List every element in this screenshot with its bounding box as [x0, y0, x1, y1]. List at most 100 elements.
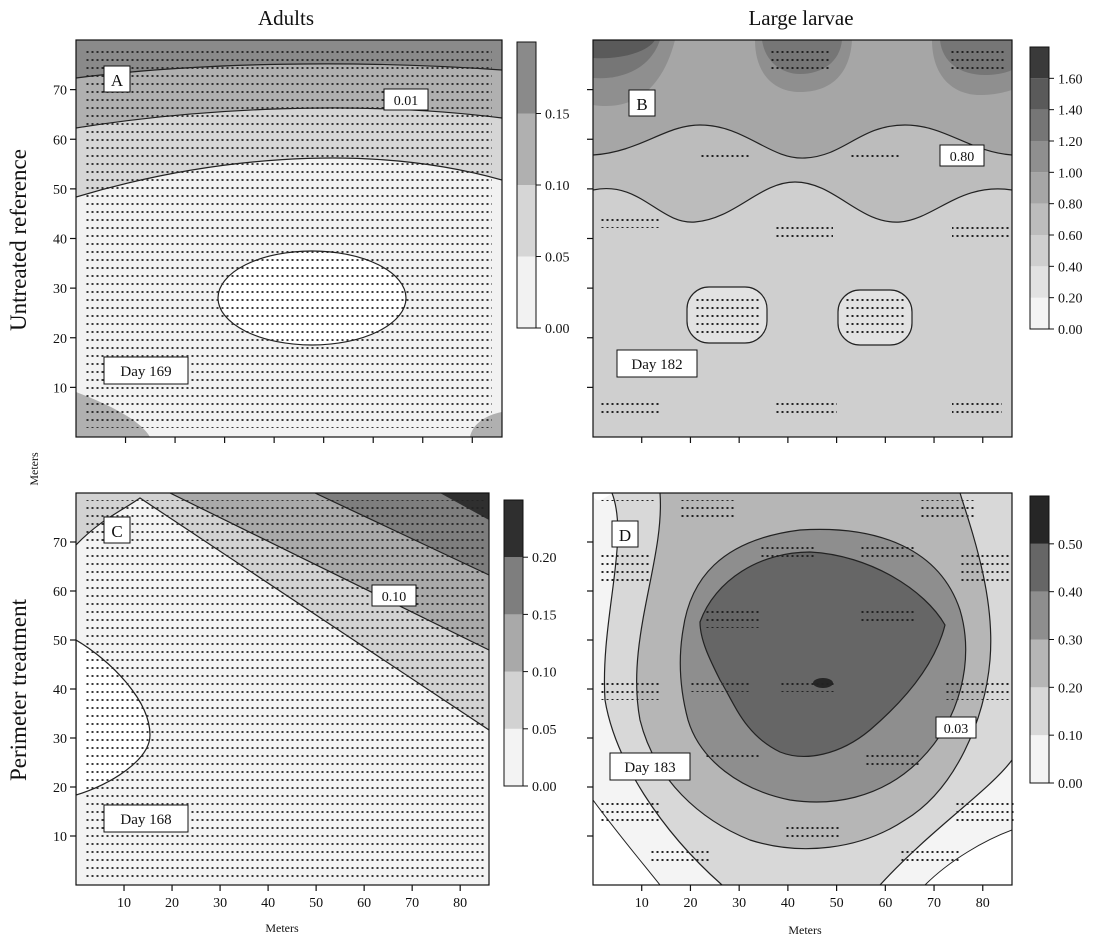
- panel-c-y-tick-label: 60: [53, 585, 67, 600]
- panel-c-contour-box: [371, 584, 417, 607]
- panel-b-colorbar-frame: [1029, 46, 1050, 330]
- panel-b: B 0.80 Day 182: [592, 39, 1013, 438]
- panel-c-colorbar-band: [504, 614, 523, 672]
- panel-b-letter: B: [636, 95, 647, 114]
- panel-d-colorbar-band: [1030, 543, 1049, 592]
- panel-c-letter-box: [103, 516, 131, 544]
- panel-d-colorbar-label: 0.50: [1058, 538, 1083, 553]
- panel-d-colorbar-label: 0.20: [1058, 681, 1083, 696]
- panel-d-contour-box: [935, 716, 977, 739]
- panel-a-colorbar-label: 0.05: [545, 251, 570, 266]
- panel-c-day-box: [103, 804, 189, 833]
- panel-b-colorbar-band: [1030, 141, 1049, 173]
- panel-c-colorbar-band: [504, 557, 523, 615]
- panel-d-x-tick-label: 80: [976, 896, 990, 911]
- panel-c-y-tick-label: 50: [53, 634, 67, 649]
- panel-d-sample-rows: [600, 500, 1015, 864]
- panel-d-x-tick-label: 50: [830, 896, 844, 911]
- panel-b-day-box: [616, 349, 698, 378]
- axes-layer: 10 20 30 40 50 60 70 10 20 30 40 50 60 70 10 20 30 40 50 60…: [53, 84, 990, 911]
- panel-d-colorbar-band: [1030, 639, 1049, 688]
- panel-c-letter: C: [111, 522, 122, 541]
- panel-d-x-tick-label: 20: [683, 896, 697, 911]
- panel-d-x-tick-label: 40: [781, 896, 795, 911]
- panel-c: C 0.10 Day 168: [75, 492, 490, 886]
- panel-a-colorbar-label: 0.15: [545, 108, 570, 123]
- panel-a-y-tick-label: 60: [53, 133, 67, 148]
- panel-b-contour-box: [939, 144, 985, 167]
- panel-c-x-tick-label: 70: [405, 896, 419, 911]
- panel-c-colorbar-band: [504, 671, 523, 729]
- row-title-untreated-reference: Untreated reference: [6, 149, 31, 331]
- panel-c-colorbar-band: [504, 728, 523, 786]
- panel-d-colorbar-band: [1030, 687, 1049, 736]
- panel-d-colorbar-label: 0.10: [1058, 729, 1083, 744]
- panel-c-x-tick-label: 80: [453, 896, 467, 911]
- panel-d-contour-label: 0.03: [944, 722, 969, 737]
- panel-d-day-box: [609, 752, 691, 781]
- column-title-adults: Adults: [258, 6, 314, 30]
- panel-d-colorbar-label: 0.00: [1058, 777, 1083, 792]
- panel-a-y-tick-label: 20: [53, 332, 67, 347]
- panel-d-x-tick-label: 60: [878, 896, 892, 911]
- panel-b-colorbar-label: 0.80: [1058, 198, 1083, 213]
- panel-d-colorbar-band: [1030, 496, 1049, 544]
- panel-a-y-tick-label: 70: [53, 84, 67, 99]
- panel-a-y-tick-label: 30: [53, 282, 67, 297]
- panel-d-colorbar-label: 0.30: [1058, 634, 1083, 649]
- panel-a-day-box: [103, 356, 189, 385]
- y-axis-label: Meters: [27, 452, 41, 486]
- colorbar-layer: 0.00 0.05 0.10 0.15 0.00 0.20 0.40 0.60 0.80 1.00…: [503, 41, 1083, 795]
- row-title-perimeter-treatment: Perimeter treatment: [6, 598, 31, 781]
- panel-d-colorbar-band: [1030, 591, 1049, 640]
- panel-d-x-tick-label: 70: [927, 896, 941, 911]
- panel-a-day-label: Day 169: [120, 364, 171, 380]
- panel-b-contour-label: 0.80: [950, 150, 975, 165]
- panel-b-colorbar-label: 1.40: [1058, 104, 1083, 119]
- column-title-large-larvae: Large larvae: [748, 6, 853, 30]
- panel-b-colorbar-band: [1030, 297, 1049, 329]
- panel-a-y-tick-label: 10: [53, 381, 67, 396]
- x-axis-label-left: Meters: [265, 921, 299, 935]
- panel-c-contour-label: 0.10: [382, 590, 407, 605]
- panel-c-y-tick-label: 70: [53, 536, 67, 551]
- panel-b-colorbar-label: 1.20: [1058, 135, 1083, 150]
- panel-b-colorbar-label: 1.60: [1058, 72, 1083, 87]
- panel-b-colorbar-band: [1030, 203, 1049, 235]
- panel-c-y-tick-label: 30: [53, 732, 67, 747]
- panel-c-colorbar-band: [504, 500, 523, 558]
- panel-d-x-tick-label: 10: [635, 896, 649, 911]
- panel-b-letter-box: [628, 89, 656, 117]
- panel-d-colorbar-band: [1030, 735, 1049, 783]
- panel-d-band-040-050: [700, 552, 945, 757]
- panel-a: A 0.01 Day 169: [75, 39, 503, 438]
- panel-b-colorbar-label: 0.40: [1058, 260, 1083, 275]
- panel-b-colorbar-band: [1030, 109, 1049, 141]
- panel-d-x-tick-label: 30: [732, 896, 746, 911]
- panel-c-colorbar-label: 0.00: [532, 780, 557, 795]
- panel-b-sample-rows: [600, 48, 1012, 418]
- panel-d-day-label: Day 183: [624, 760, 675, 776]
- panel-d-colorbar-label: 0.40: [1058, 586, 1083, 601]
- panel-a-colorbar-band: [517, 185, 536, 257]
- panel-c-x-tick-label: 40: [261, 896, 275, 911]
- panel-d-letter: D: [619, 526, 631, 545]
- panel-b-colorbar-band: [1030, 172, 1049, 204]
- panel-c-y-tick-label: 10: [53, 830, 67, 845]
- panel-b-day-label: Day 182: [631, 357, 682, 373]
- panel-a-contour-label: 0.01: [394, 94, 419, 109]
- panel-a-letter-box: [103, 65, 131, 93]
- panel-b-colorbar-band: [1030, 47, 1049, 79]
- panel-a-y-tick-label: 50: [53, 183, 67, 198]
- panel-b-colorbar-label: 0.60: [1058, 229, 1083, 244]
- panel-c-colorbar-label: 0.20: [532, 551, 557, 566]
- panel-a-colorbar-label: 0.00: [545, 322, 570, 337]
- panel-c-x-tick-label: 50: [309, 896, 323, 911]
- panel-b-colorbar-band: [1030, 235, 1049, 267]
- panel-c-y-tick-label: 40: [53, 683, 67, 698]
- panel-b-band-080-100: [593, 40, 1012, 159]
- panel-a-contour-box: [383, 88, 429, 111]
- panel-c-x-tick-label: 60: [357, 896, 371, 911]
- panel-a-letter: A: [111, 71, 124, 90]
- panel-a-colorbar-band: [517, 113, 536, 185]
